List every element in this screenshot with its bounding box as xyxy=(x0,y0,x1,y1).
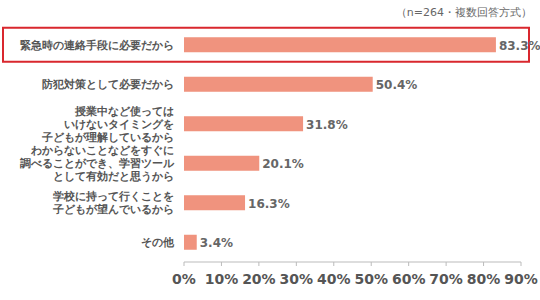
data-label: 20.1% xyxy=(262,157,304,171)
bar xyxy=(184,156,259,171)
tick xyxy=(184,262,185,266)
category-label: わからないことなどをすぐに調べることができ、学習ツールとして有効だと思うから xyxy=(20,144,175,183)
data-label: 3.4% xyxy=(200,236,233,250)
tick-label: 30% xyxy=(280,271,314,287)
data-label: 16.3% xyxy=(248,197,290,211)
tick-label: 20% xyxy=(242,271,276,287)
data-label: 50.4% xyxy=(376,78,418,92)
bar xyxy=(184,77,373,92)
tick xyxy=(483,262,484,266)
category-label: 緊急時の連絡手段に必要だから xyxy=(20,39,174,52)
tick-label: 70% xyxy=(429,271,463,287)
tick xyxy=(408,262,409,266)
highlight-box xyxy=(3,28,529,62)
tick-label: 90% xyxy=(504,271,538,287)
tick xyxy=(296,262,297,266)
tick xyxy=(446,262,447,266)
x-axis xyxy=(184,262,521,263)
tick xyxy=(333,262,334,266)
tick-label: 10% xyxy=(205,271,239,287)
chart: （n=264・複数回答方式） 83.3% 緊急時の連絡手段に必要だから 50.4% 防犯… xyxy=(0,0,540,300)
bar xyxy=(184,116,303,131)
tick-label: 50% xyxy=(354,271,388,287)
category-label: その他 xyxy=(141,236,175,249)
subtitle: （n=264・複数回答方式） xyxy=(396,6,532,19)
category-label: 学校に持って行くことを子どもが望んでいるから xyxy=(52,190,174,216)
tick-label: 40% xyxy=(317,271,351,287)
tick xyxy=(371,262,372,266)
data-label: 31.8% xyxy=(306,118,348,132)
tick xyxy=(521,262,522,266)
tick-label: 0% xyxy=(172,271,196,287)
bar xyxy=(184,235,197,250)
tick-label: 80% xyxy=(467,271,501,287)
data-label: 83.3% xyxy=(499,39,540,53)
category-label: 授業中など使ってはいけないタイミングを子どもが理解しているから xyxy=(41,105,174,144)
tick-label: 60% xyxy=(392,271,426,287)
category-label: 防犯対策として必要だから xyxy=(42,78,174,91)
bars xyxy=(184,37,496,250)
tick xyxy=(221,262,222,266)
bar xyxy=(184,37,496,52)
bar xyxy=(184,195,245,210)
tick xyxy=(258,262,259,266)
